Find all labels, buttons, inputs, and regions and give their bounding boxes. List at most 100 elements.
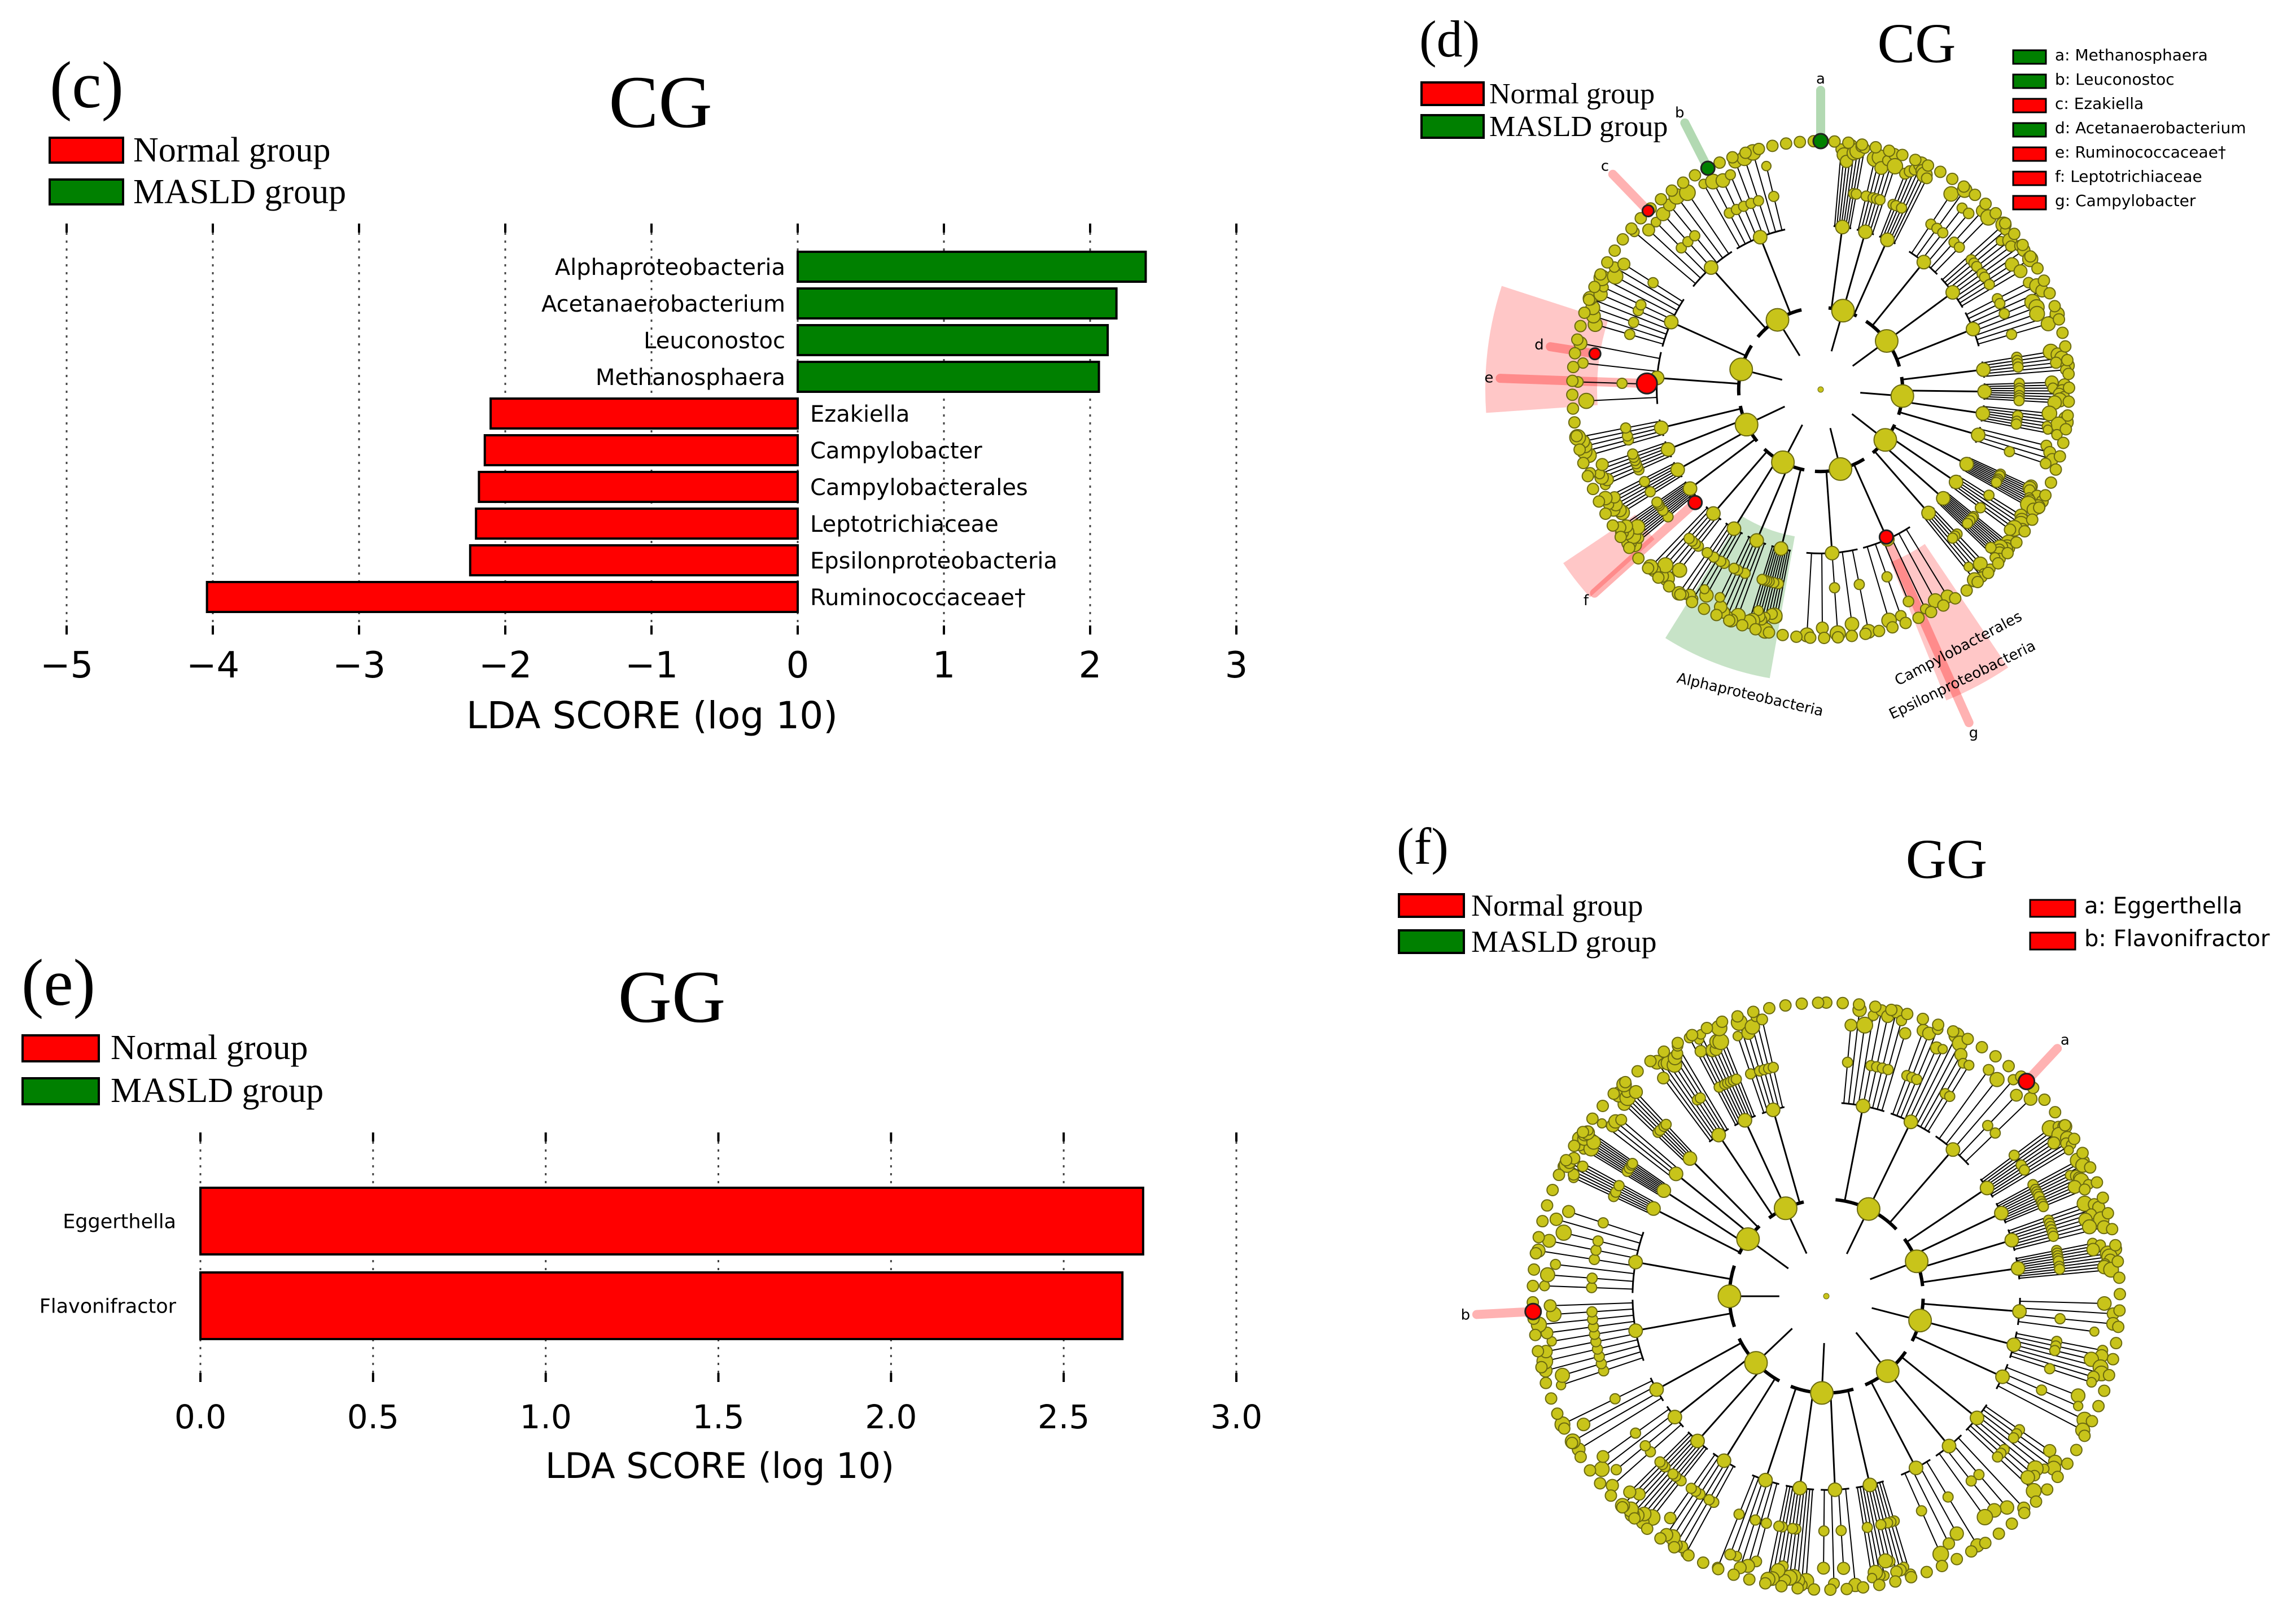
tree-node bbox=[1576, 1418, 1591, 1432]
tree-node bbox=[2040, 457, 2052, 470]
key-swatch bbox=[2012, 98, 2047, 113]
legend-swatch-masld bbox=[1398, 929, 1465, 954]
branch bbox=[1689, 1158, 1759, 1228]
tree-node bbox=[1932, 1546, 1949, 1563]
leaf-node bbox=[1790, 630, 1803, 643]
leaf-node bbox=[1836, 996, 1849, 1009]
leaf-node bbox=[1712, 1563, 1725, 1576]
leaf-branch bbox=[1772, 1486, 1791, 1579]
clade-highlight bbox=[1890, 544, 2009, 701]
leaf-node bbox=[1616, 1501, 1629, 1514]
significant-node bbox=[1524, 1302, 1542, 1320]
tree-node bbox=[1578, 392, 1595, 409]
leaf-node bbox=[1668, 1541, 1681, 1554]
leaf-node bbox=[1739, 146, 1752, 159]
leaf-node bbox=[1578, 307, 1591, 320]
leaf-node bbox=[1574, 1450, 1587, 1463]
marker-band bbox=[1882, 532, 1974, 728]
leaf-branch bbox=[1685, 1466, 1734, 1554]
tree-node bbox=[1756, 574, 1768, 585]
leaf-node bbox=[1763, 1001, 1775, 1014]
leaf-node bbox=[1582, 293, 1595, 306]
leaf-node bbox=[2101, 1207, 2114, 1220]
leaf-branch bbox=[2001, 1379, 2085, 1420]
tree-node bbox=[1899, 1027, 1912, 1040]
x-tick-label: 0 bbox=[786, 645, 810, 686]
tree-node bbox=[1672, 562, 1687, 578]
tree-node bbox=[2004, 445, 2015, 457]
tree-node bbox=[2008, 1432, 2019, 1444]
panel-d-title: CG bbox=[1878, 12, 1956, 75]
x-tick-label: −3 bbox=[333, 645, 386, 686]
tree-node bbox=[1810, 1381, 1834, 1405]
branch bbox=[1696, 1368, 1763, 1442]
panel-e-title: GG bbox=[618, 955, 726, 1038]
panel-c-category-labels: Alphaproteobacteria Acetanaerobacterium Le… bbox=[541, 255, 1057, 611]
leaf-branch bbox=[1912, 1035, 1957, 1123]
tree-node bbox=[2012, 361, 2024, 373]
tree-node bbox=[1562, 1205, 1576, 1218]
leaf-node bbox=[1794, 135, 1807, 148]
bar bbox=[489, 397, 799, 430]
tree-node bbox=[1943, 1537, 1956, 1550]
tree-node bbox=[2020, 1470, 2035, 1485]
leaf-node bbox=[2102, 1368, 2115, 1381]
panel-d-cladogram: abcdefgAlphaproteobacteriaCampylobactera… bbox=[1484, 71, 2075, 741]
tree-node bbox=[1685, 1482, 1697, 1494]
x-tick-label: 2.5 bbox=[1038, 1398, 1090, 1436]
leaf-node bbox=[1689, 169, 1702, 182]
leaf-branch bbox=[1845, 1489, 1856, 1585]
tree-node bbox=[1761, 160, 1772, 172]
tree-node bbox=[1945, 285, 1960, 300]
tree-node bbox=[1550, 1258, 1562, 1270]
tree-node bbox=[1947, 532, 1958, 544]
branch bbox=[1830, 226, 1843, 309]
tree-node bbox=[1882, 1064, 1894, 1075]
leaf-node bbox=[1804, 631, 1817, 644]
tree-node bbox=[2054, 1263, 2066, 1275]
panel-e-bars bbox=[199, 1187, 1144, 1340]
tree-node bbox=[1736, 1227, 1760, 1251]
tree-node bbox=[1760, 1517, 1772, 1529]
branch bbox=[1881, 443, 1944, 499]
leaf-branch bbox=[1991, 1144, 2072, 1195]
leaf-node bbox=[1998, 217, 2011, 230]
tree-node bbox=[1831, 299, 1855, 323]
leaf-node bbox=[1658, 1045, 1670, 1058]
leaf-branch bbox=[1562, 1380, 1652, 1425]
marker-letter: b bbox=[1675, 104, 1685, 121]
leaf-node bbox=[1982, 566, 1995, 579]
significant-node bbox=[2018, 1073, 2036, 1091]
leaf-node bbox=[1824, 1583, 1837, 1596]
branch bbox=[1922, 1267, 2018, 1283]
marker-letter: f bbox=[1584, 592, 1589, 609]
leaf-node bbox=[2112, 1320, 2125, 1333]
tree-node bbox=[2048, 1230, 2059, 1242]
leaf-node bbox=[1899, 616, 1912, 629]
branch bbox=[1874, 450, 1930, 514]
tree-node bbox=[1752, 230, 1768, 245]
branch bbox=[1825, 471, 1833, 553]
leaf-branch bbox=[1847, 146, 1862, 228]
branch bbox=[1868, 1121, 1912, 1210]
tree-node bbox=[1787, 1523, 1799, 1534]
tree-node bbox=[1976, 362, 1991, 377]
leaf-node bbox=[1723, 614, 1736, 627]
leaf-branch bbox=[1729, 1477, 1760, 1555]
branch bbox=[1712, 450, 1768, 514]
tree-node bbox=[1628, 1254, 1643, 1270]
tree-node bbox=[2013, 264, 2028, 278]
leaf-node bbox=[1934, 165, 1947, 178]
tree-node bbox=[1628, 317, 1639, 329]
leaf-node bbox=[1686, 1029, 1699, 1042]
leaf-node bbox=[1776, 628, 1789, 641]
tree-node bbox=[1835, 1525, 1847, 1537]
leaf-branch bbox=[1801, 1489, 1810, 1586]
tree-node bbox=[1974, 502, 1986, 514]
key-label: b: Leuconostoc bbox=[2055, 70, 2175, 89]
tree-node bbox=[1916, 255, 1931, 270]
leaf-node bbox=[2062, 381, 2075, 394]
leaf-branch bbox=[1831, 1490, 1835, 1584]
marker-letter: b bbox=[1461, 1306, 1471, 1323]
leaf-branch bbox=[1916, 190, 1965, 257]
